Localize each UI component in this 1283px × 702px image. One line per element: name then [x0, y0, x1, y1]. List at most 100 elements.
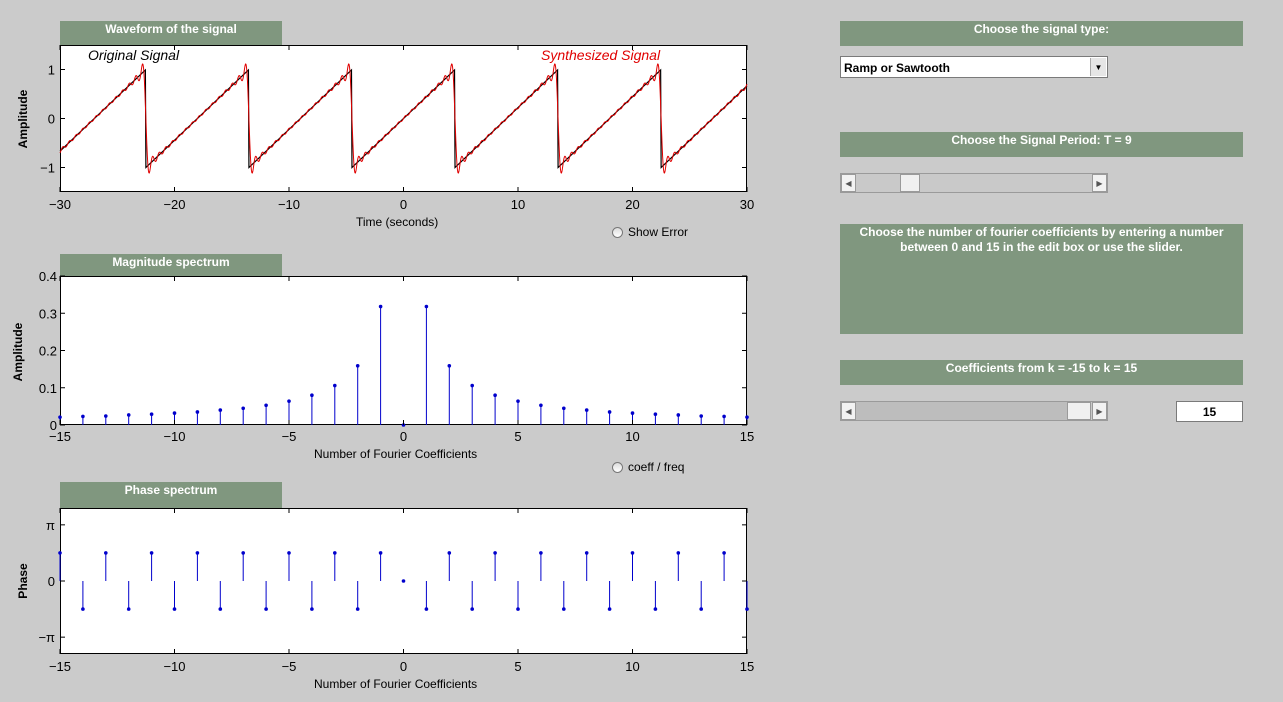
signal-type-dropdown[interactable]: Ramp or Sawtooth ▼: [840, 56, 1108, 78]
y-tick-label: π: [46, 518, 55, 533]
magnitude-point: [722, 414, 726, 419]
phase-point: [310, 607, 314, 611]
phase-point: [745, 607, 749, 611]
phase-point: [218, 607, 223, 611]
magnitude-point: [333, 383, 337, 388]
y-tick-label: 0.2: [39, 344, 57, 359]
phase-point: [470, 607, 475, 611]
phase-point: [539, 551, 543, 555]
magnitude-point: [104, 414, 108, 418]
magnitude-point: [287, 399, 291, 403]
y-tick-label: −1: [40, 161, 55, 176]
magnitude-point: [195, 410, 200, 414]
phase-point: [676, 551, 681, 555]
phase-point: [264, 607, 268, 611]
phase-point: [722, 551, 726, 555]
phase-point: [333, 551, 337, 555]
slider-right-arrow-icon[interactable]: ▶: [1092, 402, 1107, 420]
phase-point: [195, 551, 200, 555]
coeff-range-title: Coefficients from k = -15 to k = 15: [840, 360, 1243, 385]
magnitude-point: [355, 363, 360, 368]
chevron-down-icon[interactable]: ▼: [1090, 58, 1106, 76]
x-tick-label: −15: [49, 429, 71, 444]
period-slider-thumb[interactable]: [900, 174, 920, 192]
x-tick-label: 5: [514, 429, 521, 444]
x-tick-label: 15: [740, 659, 754, 674]
period-slider[interactable]: ◀ ▶: [840, 173, 1108, 193]
phase-point: [58, 551, 62, 555]
magnitude-point: [493, 393, 497, 398]
magnitude-point: [447, 363, 452, 368]
slider-left-arrow-icon[interactable]: ◀: [841, 402, 856, 420]
magnitude-point: [126, 413, 131, 417]
phase-point: [424, 607, 429, 611]
x-tick-label: −10: [163, 429, 185, 444]
radio-circle[interactable]: [612, 461, 623, 473]
phase-point: [378, 551, 383, 555]
coeff-freq-radio[interactable]: coeff / freq: [612, 460, 684, 474]
magnitude-point: [653, 412, 658, 416]
coeff-edit-box[interactable]: 15: [1176, 401, 1243, 422]
phase-point: [401, 579, 406, 583]
magnitude-point: [310, 393, 314, 398]
phase-point: [562, 607, 566, 611]
phase-point: [653, 607, 658, 611]
x-tick-label: 15: [740, 429, 754, 444]
y-tick-label: 0: [48, 112, 55, 127]
phase-point: [241, 551, 245, 555]
phase-point: [355, 607, 360, 611]
magnitude-point: [630, 411, 635, 415]
magnitude-point: [58, 415, 62, 419]
coeff-instructions: Choose the number of fourier coefficient…: [840, 224, 1243, 334]
radio-circle[interactable]: [612, 226, 623, 238]
magnitude-point: [607, 410, 612, 414]
y-tick-label: 0.3: [39, 306, 57, 321]
magnitude-point: [264, 403, 268, 408]
magnitude-point: [172, 411, 177, 415]
magnitude-point: [241, 406, 245, 411]
phase-point: [81, 607, 85, 611]
waveform-xlabel: Time (seconds): [356, 215, 439, 229]
phase-panel-title: Phase spectrum: [60, 482, 282, 508]
x-tick-label: −10: [278, 197, 300, 212]
y-tick-label: 1: [48, 63, 55, 78]
magnitude-point: [470, 383, 475, 388]
slider-left-arrow-icon[interactable]: ◀: [841, 174, 856, 192]
magnitude-point: [424, 304, 429, 309]
phase-point: [630, 551, 635, 555]
magnitude-point: [676, 413, 681, 417]
signal-type-title: Choose the signal type:: [840, 21, 1243, 46]
x-tick-label: 10: [625, 429, 639, 444]
phase-point: [104, 551, 108, 555]
x-tick-label: −5: [282, 659, 297, 674]
phase-point: [287, 551, 291, 555]
phase-point: [607, 607, 612, 611]
legend-original-signal: Original Signal: [88, 47, 180, 63]
phase-point: [699, 607, 703, 611]
show-error-radio[interactable]: Show Error: [612, 225, 688, 239]
magnitude-point: [699, 414, 703, 418]
x-tick-label: −20: [163, 197, 185, 212]
y-tick-label: 0.4: [39, 269, 57, 284]
magnitude-point: [81, 414, 85, 419]
magnitude-point: [562, 406, 566, 411]
x-tick-label: 30: [740, 197, 754, 212]
phase-point: [149, 551, 154, 555]
magnitude-point: [745, 415, 749, 419]
coeff-slider-thumb[interactable]: [1067, 402, 1091, 420]
phase-point: [447, 551, 452, 555]
x-tick-label: 0: [400, 429, 407, 444]
phase-point: [584, 551, 589, 555]
magnitude-panel-title: Magnitude spectrum: [60, 254, 282, 276]
magnitude-point: [584, 408, 589, 412]
period-title: Choose the Signal Period: T = 9: [840, 132, 1243, 157]
slider-right-arrow-icon[interactable]: ▶: [1092, 174, 1107, 192]
signal-type-value: Ramp or Sawtooth: [844, 61, 951, 75]
coeff-slider[interactable]: ◀ ▶: [840, 401, 1108, 421]
phase-xlabel: Number of Fourier Coefficients: [314, 677, 478, 691]
coeff-freq-label: coeff / freq: [628, 460, 685, 474]
x-tick-label: −5: [282, 429, 297, 444]
x-tick-label: −30: [49, 197, 71, 212]
x-tick-label: 20: [625, 197, 639, 212]
